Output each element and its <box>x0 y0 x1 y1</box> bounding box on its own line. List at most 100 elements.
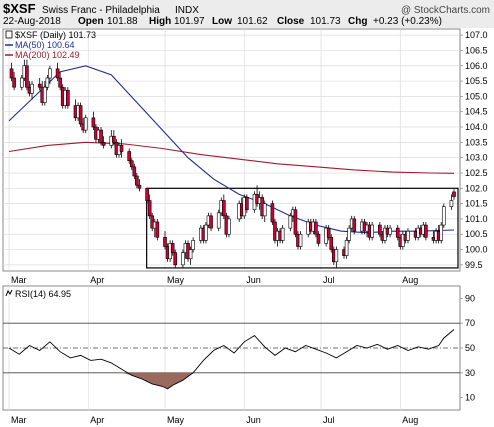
candle <box>132 163 137 180</box>
price-tick-label: 105.5 <box>465 76 488 86</box>
rsi-month-label: Apr <box>90 415 104 425</box>
candle-body-up <box>406 230 410 241</box>
quote-open-label: Open <box>78 16 104 27</box>
candle-body-up <box>334 249 339 263</box>
candle <box>347 225 351 244</box>
candle <box>37 78 42 91</box>
candlestick-series <box>9 59 456 268</box>
legend-ma200-text: MA(200) 102.49 <box>15 50 80 60</box>
candle-body-down <box>66 89 70 106</box>
quote-line: Open 101.88 High 101.97 Low 101.62 Close… <box>78 16 442 27</box>
candle-body-down <box>37 83 42 88</box>
rsi-tick-label: 10 <box>465 393 475 403</box>
candle <box>334 246 339 268</box>
candle <box>222 194 226 219</box>
candle-body-down <box>378 224 382 235</box>
candle-body-down <box>12 77 16 88</box>
candle <box>9 62 14 82</box>
candle-body-up <box>288 215 293 229</box>
candle <box>424 221 428 241</box>
candle-body-down <box>78 105 83 125</box>
price-tick-label: 105.0 <box>465 91 488 101</box>
candle-body-up <box>191 240 195 250</box>
candle-body-down <box>329 237 334 250</box>
candle <box>439 221 444 244</box>
candle-body-up <box>298 233 303 247</box>
price-legend: $XSF (Daily) 101.73 MA(50) 100.64 MA(200… <box>5 30 96 60</box>
candle-body-down <box>145 187 149 201</box>
candle <box>19 74 24 91</box>
exchange-label: INDX <box>175 5 199 16</box>
quote-open-value: 101.88 <box>107 16 138 27</box>
price-tick-label: 100.0 <box>465 245 488 255</box>
candle-body-down <box>245 197 249 211</box>
security-name: Swiss Franc - Philadelphia <box>42 5 160 16</box>
candle-body-down <box>112 135 116 143</box>
candle-body-down <box>452 191 456 197</box>
candle-body-down <box>147 200 152 217</box>
candle <box>378 221 382 238</box>
quote-low-label: Low <box>212 16 232 27</box>
candle <box>326 225 331 241</box>
candle <box>270 200 275 226</box>
candle <box>83 114 88 134</box>
rsi-tick-label: 90 <box>465 293 475 303</box>
candle <box>129 157 134 170</box>
candle <box>78 102 83 128</box>
candle-body-down <box>25 65 29 88</box>
price-tick-label: 103.5 <box>465 137 488 147</box>
month-label: Aug <box>402 275 418 285</box>
price-tick-label: 103.0 <box>465 153 488 163</box>
copyright-text: @ StockCharts.com <box>401 5 490 16</box>
candle <box>245 194 249 213</box>
price-tick-label: 102.5 <box>465 168 488 178</box>
rsi-month-label: Mar <box>11 415 27 425</box>
rsi-tick-label: 50 <box>465 343 475 353</box>
candle-body-up <box>45 77 50 88</box>
candle-body-down <box>209 215 213 229</box>
candle-body-up <box>370 224 374 238</box>
candle <box>406 228 410 244</box>
quote-close-label: Close <box>277 16 305 27</box>
candle-body-down <box>58 77 62 88</box>
candle <box>58 71 62 91</box>
month-label: Mar <box>11 275 27 285</box>
candle-body-up <box>30 83 34 94</box>
month-label: May <box>167 275 185 285</box>
chart-header-background <box>0 0 494 28</box>
rsi-legend-icon <box>5 289 13 297</box>
candle-body-up <box>347 227 351 241</box>
candle <box>181 249 185 268</box>
candle-body-up <box>204 224 208 241</box>
rsi-tick-label: 70 <box>465 318 475 328</box>
ma200-path <box>8 141 455 174</box>
ma200-line <box>8 141 455 174</box>
candle-body-down <box>170 243 175 253</box>
candle <box>293 206 298 238</box>
rsi-y-axis: 90 70 50 30 10 <box>460 293 475 403</box>
candle <box>329 234 334 253</box>
month-label: Jul <box>323 275 335 285</box>
candle-body-down <box>132 166 137 177</box>
candle <box>48 65 52 85</box>
candle-body-down <box>326 227 331 238</box>
candle <box>449 194 454 210</box>
quote-low-value: 101.62 <box>237 16 268 27</box>
candle-body-down <box>101 142 106 146</box>
candle-body-down <box>293 209 298 235</box>
candle-body-down <box>55 68 60 79</box>
candle <box>43 81 47 106</box>
candle <box>395 225 400 241</box>
symbol-title: $XSF <box>3 1 36 16</box>
candle <box>135 172 139 189</box>
candle-body-down <box>91 117 96 128</box>
candle-body-down <box>395 227 400 238</box>
candle-body-down <box>9 68 14 79</box>
candle-body-down <box>316 233 321 244</box>
candle-body-up <box>441 206 446 226</box>
candle-body-down <box>424 224 428 238</box>
candle <box>119 139 124 158</box>
candle <box>280 225 285 244</box>
candle-body-down <box>173 252 178 266</box>
